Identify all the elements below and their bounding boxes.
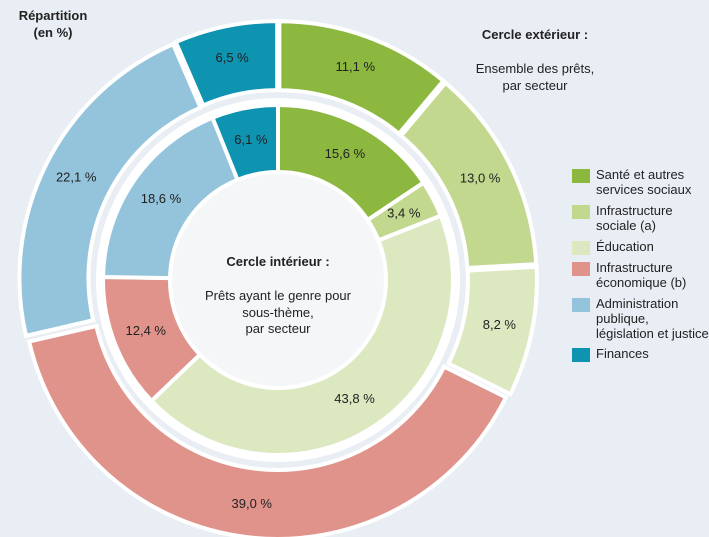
- value-label: 12,4 %: [126, 323, 167, 338]
- legend-label: Éducation: [596, 238, 654, 254]
- legend-swatch: [572, 261, 590, 276]
- value-label: 13,0 %: [460, 170, 501, 185]
- value-label: 3,4 %: [387, 206, 421, 221]
- chart-title: Répartition (en %): [18, 8, 88, 40]
- legend-label: Infrastructure sociale (a): [596, 202, 673, 233]
- legend-label: Administration publique, législation et …: [596, 295, 709, 341]
- outer-heading: Cercle extérieur :: [481, 26, 589, 42]
- value-label: 15,6 %: [325, 146, 366, 161]
- donut-slice: [173, 19, 280, 109]
- legend: Santé et autres services sociaux Infrastr…: [572, 167, 709, 368]
- outer-note: Cercle extérieur : Ensemble des prêts, p…: [445, 10, 625, 94]
- value-label: 22,1 %: [56, 170, 97, 185]
- legend-item: Administration publique, législation et …: [572, 295, 709, 342]
- value-label: 6,1 %: [234, 132, 268, 147]
- legend-swatch: [572, 297, 590, 312]
- value-label: 18,6 %: [141, 191, 182, 206]
- value-label: 43,8 %: [334, 391, 375, 406]
- donut-slice: [209, 102, 280, 183]
- donut-slice: [398, 80, 539, 271]
- value-label: 11,1 %: [336, 59, 376, 74]
- legend-item: Infrastructure économique (b): [572, 259, 709, 291]
- inner-description: Prêts ayant le genre pour sous-thème, pa…: [205, 287, 351, 337]
- legend-swatch: [572, 348, 590, 363]
- legend-swatch: [572, 240, 590, 255]
- donut-slice: [445, 264, 539, 397]
- donut-slice: [26, 323, 509, 537]
- legend-label: Infrastructure économique (b): [596, 259, 687, 290]
- legend-label: Finances: [596, 346, 649, 362]
- value-label: 6,5 %: [215, 50, 249, 65]
- outer-description: Ensemble des prêts, par secteur: [475, 60, 595, 93]
- legend-item: Éducation: [572, 238, 709, 255]
- legend-item: Finances: [572, 346, 709, 363]
- legend-swatch: [572, 204, 590, 219]
- legend-item: Infrastructure sociale (a): [572, 202, 709, 234]
- value-label: 8,2 %: [483, 317, 517, 332]
- legend-swatch: [572, 169, 590, 183]
- legend-item: Santé et autres services sociaux: [572, 167, 709, 198]
- value-label: 39,0 %: [232, 496, 273, 511]
- donut-slice: [17, 41, 204, 339]
- inner-heading: Cercle intérieur :: [226, 253, 330, 269]
- inner-note: Cercle intérieur : Prêts ayant le genre …: [178, 237, 378, 338]
- donut-hole: [172, 174, 384, 386]
- donut-slice: [148, 213, 455, 457]
- donut-slice: [277, 19, 447, 137]
- legend-label: Santé et autres services sociaux: [596, 167, 692, 197]
